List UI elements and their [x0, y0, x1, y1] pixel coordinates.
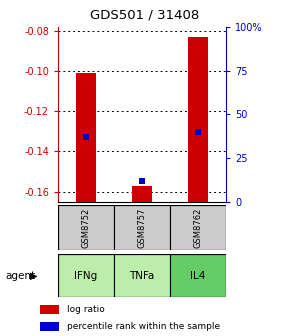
Bar	[114, 254, 170, 297]
Text: GDS501 / 31408: GDS501 / 31408	[90, 8, 200, 22]
Bar	[58, 205, 114, 250]
Text: TNFa: TNFa	[129, 270, 155, 281]
Text: GSM8752: GSM8752	[81, 208, 90, 248]
Text: percentile rank within the sample: percentile rank within the sample	[67, 322, 220, 331]
Text: GSM8757: GSM8757	[137, 207, 147, 248]
Bar	[58, 254, 114, 297]
Bar	[188, 37, 208, 202]
Text: ▶: ▶	[30, 271, 37, 281]
Bar	[76, 73, 96, 202]
Text: IL4: IL4	[191, 270, 206, 281]
Text: GSM8762: GSM8762	[194, 207, 203, 248]
Bar	[40, 322, 59, 331]
Bar	[132, 185, 152, 202]
Bar	[170, 205, 226, 250]
Bar	[170, 254, 226, 297]
Bar	[114, 205, 170, 250]
Text: log ratio: log ratio	[67, 305, 105, 314]
Text: IFNg: IFNg	[75, 270, 98, 281]
Bar	[40, 305, 59, 314]
Text: agent: agent	[6, 271, 36, 281]
